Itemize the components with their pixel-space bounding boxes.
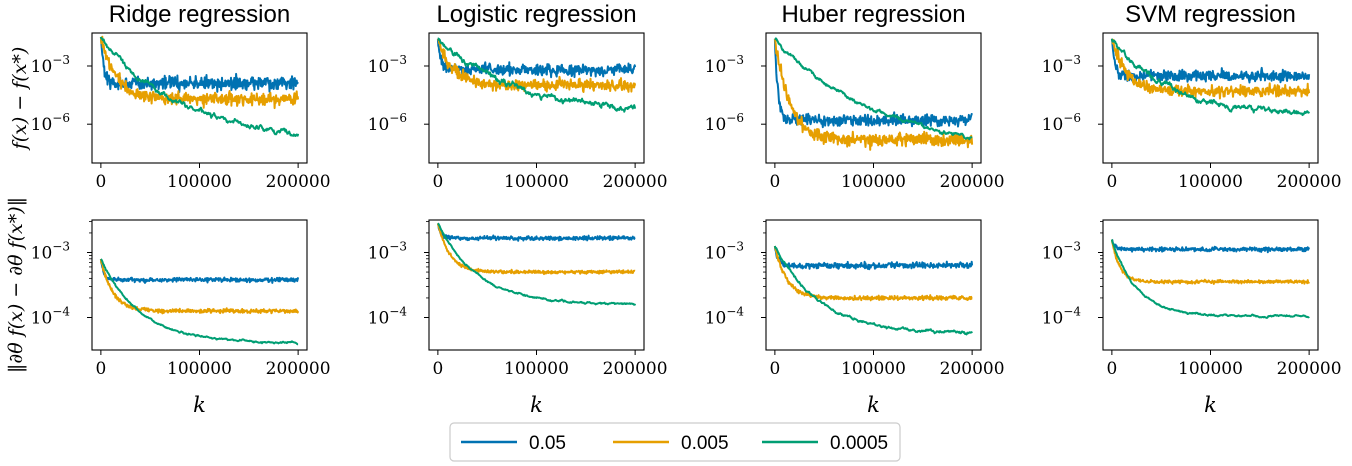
panel-0-3: SVM regression 0 100000 200000 10−3 10−6: [1042, 1, 1342, 192]
y-tick-label: 10−3: [705, 240, 744, 264]
series-line-0.0005: [774, 37, 973, 141]
x-tick-label: 100000: [1178, 172, 1243, 192]
series-line-0.05: [436, 38, 637, 79]
plot-frame: [91, 219, 308, 351]
series-line-0.0005: [437, 37, 637, 113]
series-line-0.005: [436, 38, 637, 93]
x-tick-label: 0: [432, 172, 443, 192]
series-line-0.05: [773, 245, 974, 271]
legend-label-0.0005: 0.0005: [830, 433, 888, 454]
x-axis-label: k: [193, 393, 206, 417]
y-tick-label: 10−3: [1042, 53, 1081, 77]
x-tick-label: 0: [95, 359, 106, 379]
x-axis-label: k: [867, 393, 880, 417]
x-tick-label: 0: [95, 172, 106, 192]
y-tick-label: 10−4: [368, 305, 408, 329]
panel-title: Huber regression: [781, 1, 965, 28]
x-tick-label: 200000: [1277, 172, 1342, 192]
y-tick-label: 10−4: [1042, 305, 1082, 329]
series-group: [773, 37, 974, 151]
series-group: [1110, 238, 1310, 319]
x-tick-label: 100000: [841, 172, 906, 192]
x-tick-label: 200000: [266, 172, 331, 192]
plot-frame: [428, 32, 645, 164]
x-axis-label: k: [1204, 393, 1217, 417]
series-line-0.005: [99, 35, 300, 110]
x-tick-label: 100000: [167, 172, 232, 192]
series-line-0.05: [1111, 238, 1310, 254]
y-tick-label: 10−3: [31, 53, 70, 77]
panel-0-1: Logistic regression 0 100000 200000 10−3 10−6: [368, 1, 668, 192]
y-tick-label: 10−3: [368, 53, 407, 77]
series-line-0.05: [437, 222, 636, 242]
series-line-0.05: [773, 38, 973, 129]
x-tick-label: 100000: [504, 359, 569, 379]
panel-1-1: 0 100000 200000 10−3 10−4 k: [368, 219, 668, 417]
x-tick-label: 200000: [603, 172, 668, 192]
x-tick-label: 100000: [841, 359, 906, 379]
legend-box: [449, 422, 901, 462]
legend-label-0.005: 0.005: [681, 433, 729, 454]
series-line-0.05: [99, 258, 300, 284]
x-tick-label: 0: [432, 359, 443, 379]
series-line-0.0005: [773, 245, 973, 336]
series-line-0.005: [1110, 38, 1311, 100]
panel-title: Logistic regression: [436, 1, 636, 28]
series-group: [99, 35, 300, 137]
series-line-0.005: [1110, 239, 1310, 285]
x-tick-label: 0: [769, 359, 780, 379]
x-tick-label: 200000: [266, 359, 331, 379]
series-group: [436, 222, 637, 306]
y-tick-label: 10−3: [31, 240, 70, 264]
y-tick-label: 10−3: [705, 53, 744, 77]
y-tick-label: 10−6: [368, 111, 407, 135]
y-tick-label: 10−6: [705, 111, 744, 135]
x-tick-label: 200000: [940, 359, 1005, 379]
series-group: [436, 37, 637, 113]
series-line-0.0005: [1110, 239, 1310, 319]
x-tick-label: 100000: [1178, 359, 1243, 379]
panel-0-0: Ridge regression 0 100000 200000 10−3 10−6: [31, 1, 331, 192]
series-group: [773, 245, 974, 336]
y-tick-label: 10−6: [1042, 111, 1081, 135]
y-tick-label: 10−6: [31, 111, 70, 135]
y-axis-label-row-0: f(x) − f(x*): [9, 47, 31, 152]
panel-1-0: 0 100000 200000 10−3 10−4 k: [31, 219, 331, 417]
x-tick-label: 200000: [1277, 359, 1342, 379]
panel-1-2: 0 100000 200000 10−3 10−4 k: [705, 219, 1005, 417]
series-group: [99, 258, 300, 346]
series-line-0.0005: [1110, 38, 1311, 117]
y-axis-label-row-1: ‖∂θ f(x) − ∂θ f(x*)‖: [5, 197, 27, 373]
x-tick-label: 100000: [504, 172, 569, 192]
series-line-0.05: [99, 36, 299, 94]
series-line-0.0005: [100, 258, 299, 346]
y-tick-label: 10−3: [368, 240, 407, 264]
x-tick-label: 0: [769, 172, 780, 192]
y-tick-label: 10−3: [1042, 240, 1081, 264]
panel-title: Ridge regression: [109, 1, 290, 28]
plot-frame: [1102, 32, 1319, 164]
x-tick-label: 100000: [167, 359, 232, 379]
legend: 0.05 0.005 0.0005: [449, 422, 901, 462]
series-line-0.005: [773, 245, 973, 302]
x-tick-label: 0: [1106, 172, 1117, 192]
legend-label-0.05: 0.05: [529, 433, 566, 454]
series-line-0.005: [773, 38, 974, 151]
series-line-0.05: [1110, 38, 1311, 84]
series-line-0.0005: [99, 36, 300, 137]
panel-1-3: 0 100000 200000 10−3 10−4 k: [1042, 219, 1342, 417]
panel-title: SVM regression: [1125, 1, 1296, 28]
panel-0-2: Huber regression 0 100000 200000 10−3 10−6: [705, 1, 1005, 192]
y-tick-label: 10−4: [31, 305, 71, 329]
x-tick-label: 200000: [940, 172, 1005, 192]
series-line-0.0005: [437, 222, 637, 306]
x-tick-label: 200000: [603, 359, 668, 379]
x-tick-label: 0: [1106, 359, 1117, 379]
y-tick-label: 10−4: [705, 305, 745, 329]
x-axis-label: k: [530, 393, 543, 417]
series-group: [1110, 38, 1311, 117]
